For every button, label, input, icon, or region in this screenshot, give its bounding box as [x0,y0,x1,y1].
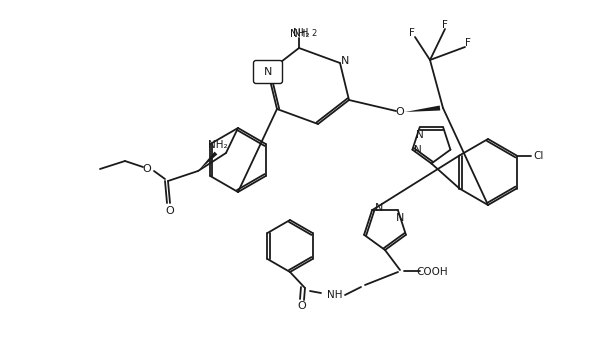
Text: N: N [375,203,383,213]
Text: O: O [166,206,174,216]
Text: 2: 2 [311,29,317,37]
Text: N: N [341,56,349,66]
Text: F: F [409,28,415,38]
Text: NH: NH [293,28,309,38]
Text: N: N [395,213,404,223]
Text: N: N [264,67,272,77]
Text: NH₂: NH₂ [208,140,228,150]
Text: N: N [416,130,424,140]
Text: N: N [413,145,421,155]
Text: COOH: COOH [416,267,448,277]
FancyBboxPatch shape [254,61,282,84]
Text: F: F [465,38,471,48]
Text: O: O [142,164,151,174]
Text: Cl: Cl [534,151,544,161]
Text: O: O [395,107,404,117]
Polygon shape [405,106,441,112]
Polygon shape [198,152,218,171]
Text: O: O [297,301,307,311]
Text: F: F [442,20,448,30]
Text: NH: NH [328,290,343,300]
Text: NH₂: NH₂ [290,29,310,39]
